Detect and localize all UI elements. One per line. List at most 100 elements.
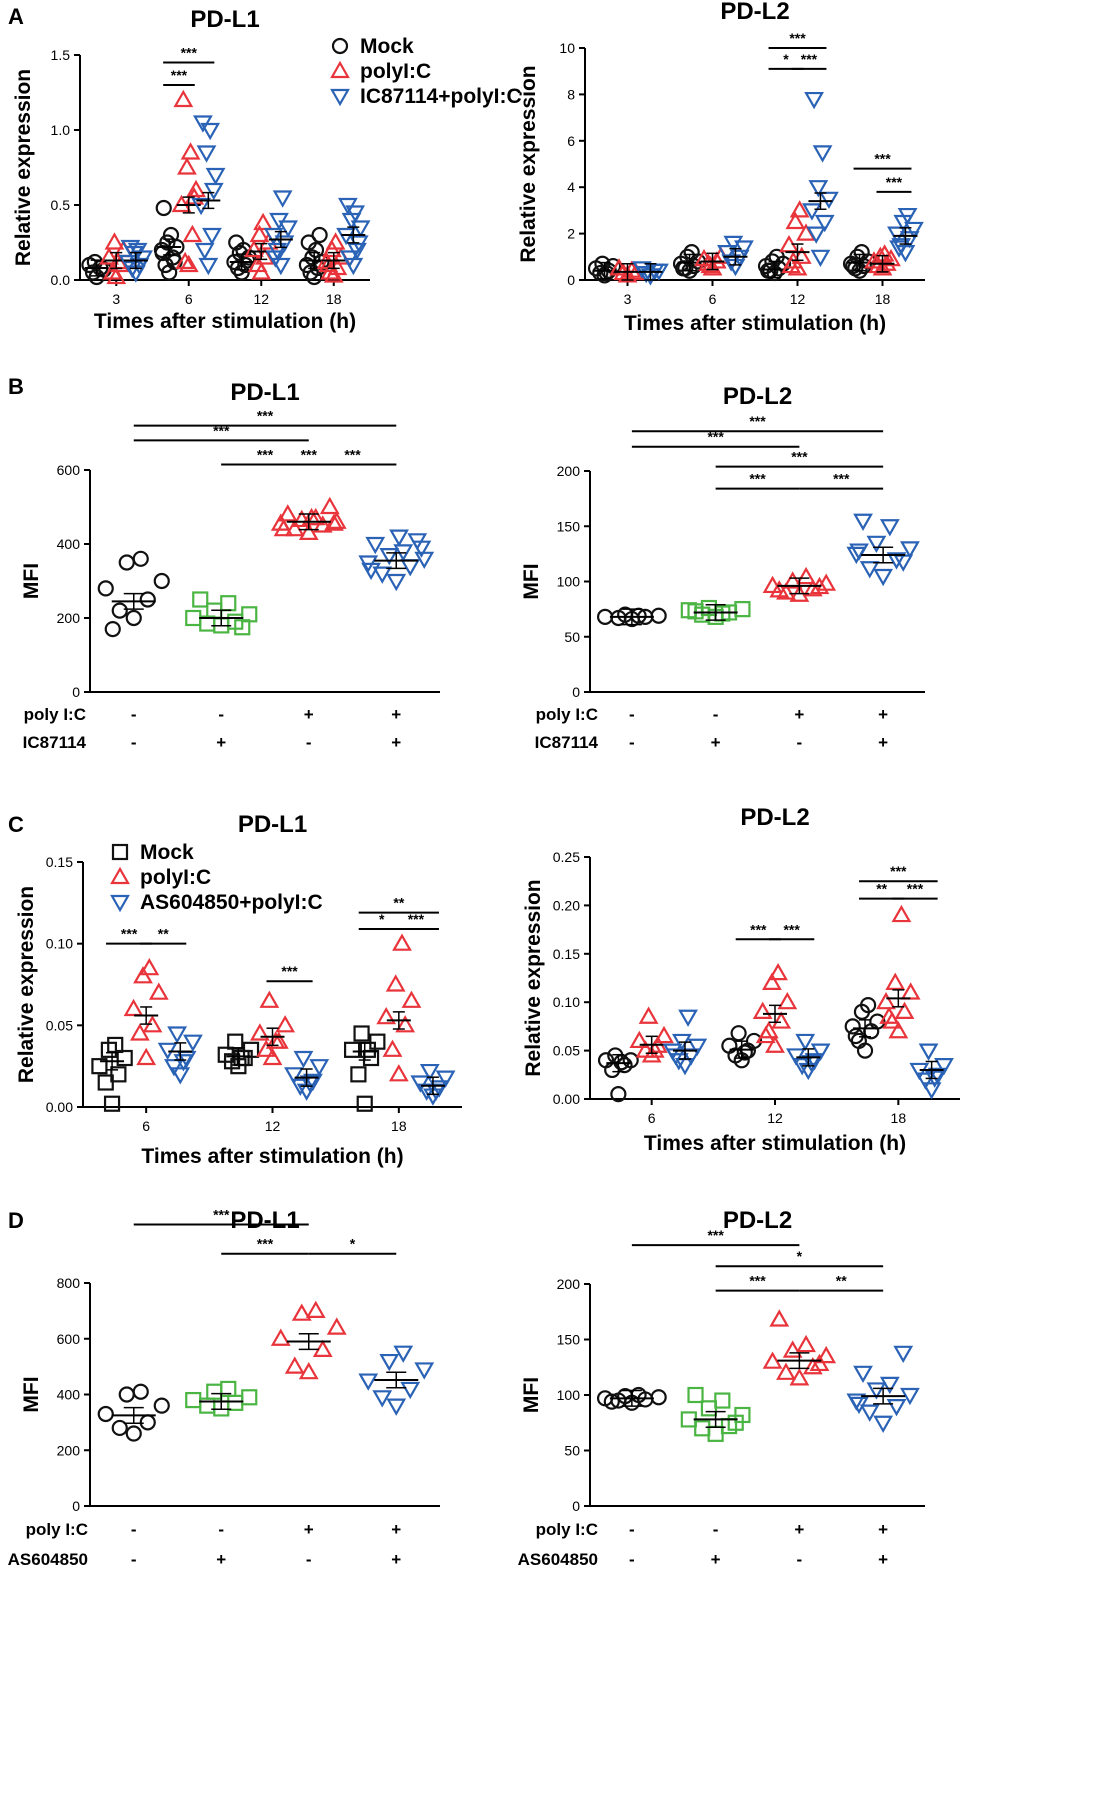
data-point	[303, 1073, 323, 1092]
data-point	[736, 1044, 753, 1061]
y-tick-label: 600	[57, 462, 81, 478]
significance-label: **	[393, 895, 404, 911]
data-point	[350, 220, 371, 238]
data-point	[270, 1328, 291, 1346]
x-tick-label: 6	[648, 1110, 656, 1126]
data-point	[812, 145, 833, 163]
y-tick-label: 800	[57, 1275, 81, 1291]
panel-B2: PD-L2 0 50 100 150 200 MFI *** *** *** *** *** poly …	[520, 383, 925, 752]
data-point	[849, 1396, 869, 1415]
significance-label: ***	[707, 429, 724, 445]
data-point	[164, 1059, 184, 1077]
panel-A2: PD-L2 0 2 4 6 8 10 Relative expression 3 6 12 18 Tim…	[517, 0, 925, 335]
treatment-symbol: -	[797, 733, 803, 752]
data-point	[819, 191, 839, 210]
data-point	[299, 1075, 320, 1093]
significance-label: ***	[257, 446, 274, 462]
data-point	[853, 244, 870, 261]
data-point	[395, 1015, 416, 1033]
legend-marker	[330, 88, 350, 107]
data-point	[173, 89, 194, 108]
data-point	[844, 1018, 861, 1035]
significance-label: ***	[707, 1227, 724, 1243]
y-tick-label: 0.10	[553, 994, 580, 1010]
data-point	[132, 1383, 149, 1400]
data-point	[776, 582, 796, 600]
panel-letter: D	[8, 1208, 24, 1233]
x-axis-label: Times after stimulation (h)	[141, 1145, 403, 1168]
treatment-row-label: AS604850	[518, 1550, 598, 1569]
data-point	[915, 1072, 936, 1090]
data-point	[159, 234, 176, 251]
legend-label: AS604850+polyI:C	[140, 891, 323, 914]
significance-label: ***	[257, 1236, 274, 1252]
data-point	[801, 1055, 822, 1073]
data-point	[678, 1009, 698, 1027]
significance-label: ***	[749, 413, 766, 429]
data-point	[256, 1039, 277, 1057]
legend-label: Mock	[140, 841, 194, 864]
data-point	[265, 1031, 286, 1049]
data-point	[277, 504, 298, 522]
data-point	[597, 1052, 615, 1069]
y-tick-label: 6	[567, 133, 575, 149]
data-point	[769, 1309, 790, 1327]
data-point	[139, 591, 156, 608]
x-tick-label: 12	[790, 291, 806, 307]
data-point	[392, 933, 412, 951]
legend-marker	[110, 894, 130, 913]
y-tick-label: 4	[567, 179, 575, 195]
data-point	[762, 1351, 783, 1369]
data-point	[148, 982, 169, 1000]
data-point	[206, 1383, 223, 1400]
significance-label: ***	[408, 911, 425, 927]
y-tick-label: 0	[567, 272, 575, 288]
y-tick-label: 10	[559, 40, 575, 56]
data-point	[734, 601, 751, 618]
data-point	[814, 214, 835, 233]
panel-A1: A PD-L1 0.0 0.5 1.0 1.5 Relative expression 3 6 1…	[8, 4, 522, 333]
data-point	[885, 972, 906, 990]
data-point	[326, 1317, 347, 1335]
significance-label: ***	[801, 51, 818, 67]
data-point	[638, 1006, 659, 1024]
treatment-symbol: +	[794, 1520, 804, 1539]
x-axis-label: Times after stimulation (h)	[624, 312, 886, 335]
data-point	[125, 609, 142, 627]
data-point	[879, 1376, 900, 1395]
data-point	[173, 1054, 194, 1072]
data-point	[400, 559, 421, 577]
data-point	[228, 234, 245, 251]
data-point	[103, 1095, 121, 1112]
data-point	[192, 115, 213, 133]
data-point	[727, 1414, 744, 1431]
treatment-symbol: -	[629, 705, 635, 724]
chart-title: PD-L1	[230, 1207, 299, 1234]
data-point	[319, 496, 340, 515]
data-point	[167, 1026, 188, 1044]
data-point	[866, 1382, 887, 1400]
data-point	[808, 180, 829, 198]
data-point	[298, 522, 319, 541]
y-tick-label: 150	[557, 518, 581, 534]
data-point	[904, 221, 924, 240]
data-point	[284, 518, 305, 537]
data-point	[386, 1398, 407, 1416]
data-point	[650, 607, 667, 624]
data-point	[927, 1067, 948, 1086]
data-point	[278, 220, 298, 238]
data-point	[125, 1425, 142, 1442]
data-point	[796, 1334, 816, 1353]
data-point	[186, 179, 206, 198]
data-point	[104, 232, 125, 250]
data-point	[426, 1083, 446, 1101]
treatment-row-label: AS604850	[8, 1550, 88, 1569]
data-point	[810, 249, 831, 268]
significance-label: *	[797, 1248, 803, 1264]
y-axis-label: Relative expression	[517, 65, 540, 262]
data-point	[153, 572, 170, 590]
significance-label: ***	[121, 926, 138, 942]
data-point	[860, 997, 877, 1014]
